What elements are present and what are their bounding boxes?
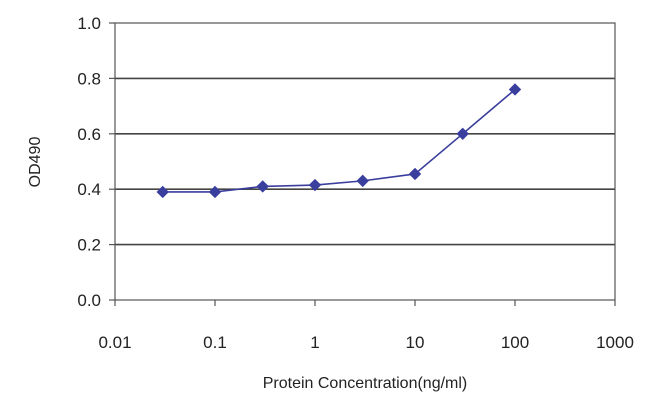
y-tick-label: 1.0 <box>77 14 101 33</box>
x-tick-label: 1 <box>310 333 319 352</box>
y-tick-label: 0.6 <box>77 125 101 144</box>
y-tick-label: 0.0 <box>77 291 101 310</box>
data-point-marker <box>156 185 169 199</box>
data-point-marker <box>356 174 369 188</box>
axis-ticks <box>109 22 616 306</box>
data-point-marker <box>408 167 422 181</box>
data-point-marker <box>456 127 469 141</box>
x-tick-label: 10 <box>406 333 425 352</box>
data-point-marker <box>508 83 522 96</box>
x-tick-label: 0.01 <box>98 333 131 352</box>
series-line <box>162 88 516 193</box>
y-tick-label: 0.4 <box>77 180 101 199</box>
grid-lines <box>115 77 615 246</box>
series <box>156 83 522 199</box>
y-axis-title: OD490 <box>27 137 44 188</box>
data-point-marker <box>256 180 269 193</box>
x-tick-label: 0.1 <box>203 333 227 352</box>
x-tick-label: 100 <box>501 333 529 352</box>
x-axis-title: Protein Concentration(ng/ml) <box>263 375 468 392</box>
x-tick-labels: 0.01 0.1 1 10 100 1000 <box>98 333 633 352</box>
y-tick-label: 0.8 <box>77 69 101 88</box>
data-point-marker <box>308 178 322 192</box>
y-tick-label: 0.2 <box>77 236 101 255</box>
data-point-marker <box>208 185 222 199</box>
plot-area <box>114 22 616 301</box>
x-tick-label: 1000 <box>596 333 634 352</box>
y-tick-labels: 0.0 0.2 0.4 0.6 0.8 1.0 <box>77 14 101 310</box>
